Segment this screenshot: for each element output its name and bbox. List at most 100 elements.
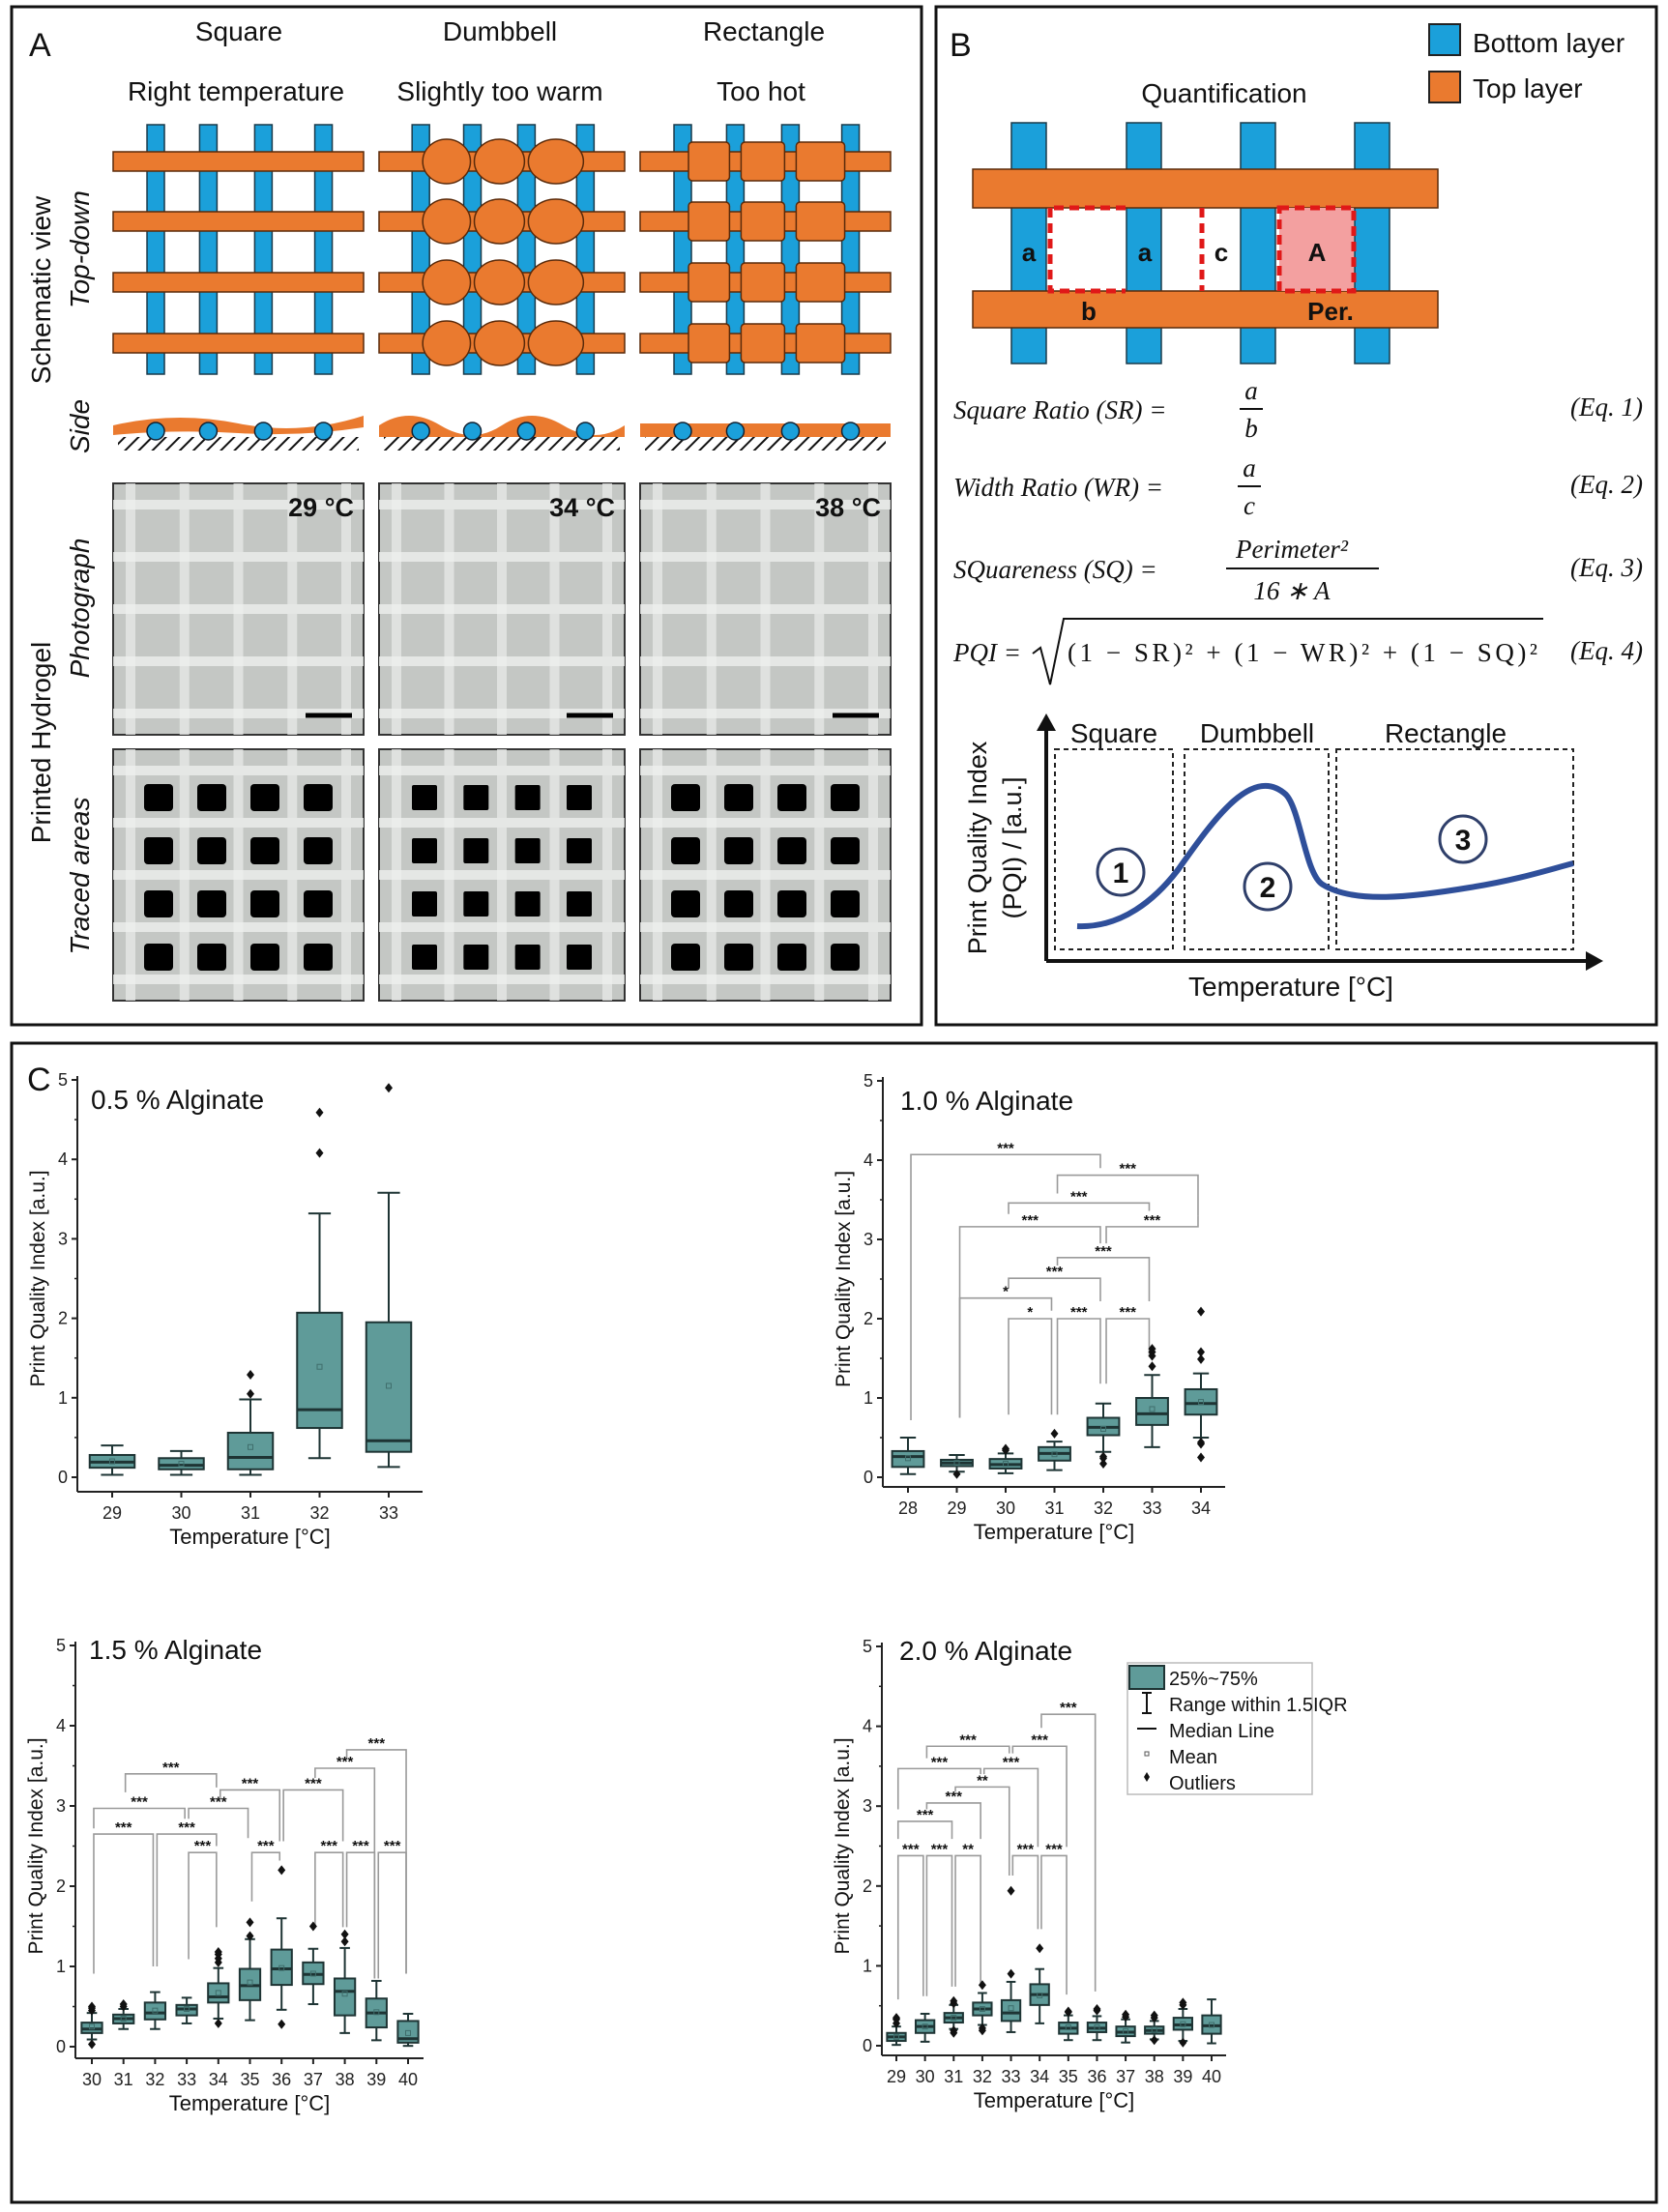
outlier-point	[1050, 1428, 1059, 1439]
mean-marker	[1065, 2024, 1071, 2031]
mean-marker	[309, 1970, 316, 1977]
box-29	[886, 2013, 907, 2047]
equation-2-numerator: a	[1243, 453, 1256, 482]
legend-swatch-top-layer	[1428, 71, 1461, 103]
outlier-point	[214, 1947, 222, 1958]
x-tick-label: 30	[996, 1499, 1015, 1518]
row-label-top-down: Top-down	[65, 190, 95, 308]
temperature-label-34: 34 °C	[549, 493, 615, 522]
equation-1-numerator: a	[1244, 376, 1258, 405]
mean-marker	[248, 1443, 253, 1450]
top-layer-side	[113, 416, 364, 435]
outlier-point	[340, 1936, 349, 1947]
significance-label: ***	[1119, 1161, 1136, 1178]
x-tick-label: 30	[916, 2067, 935, 2086]
mean-marker	[120, 2015, 127, 2022]
outlier-point	[1002, 1443, 1010, 1454]
significance-label: ***	[131, 1793, 148, 1810]
traced-pore	[777, 784, 806, 811]
photograph	[378, 482, 626, 736]
region-square-label: Square	[1070, 718, 1157, 748]
mean-marker	[109, 1458, 115, 1465]
box-30	[988, 1443, 1023, 1474]
box-30	[80, 2001, 103, 2050]
significance-bracket	[1056, 1318, 1101, 1415]
significance-bracket	[925, 1745, 1010, 1759]
bottom-layer-cross-section	[840, 422, 861, 441]
traced-pore	[144, 784, 173, 811]
x-tick-label: 29	[947, 1499, 966, 1518]
panel-a-frame	[10, 5, 923, 1027]
region-number-1: 1	[1113, 858, 1129, 889]
significance-label: ***	[178, 1819, 195, 1836]
mean-marker	[316, 1363, 323, 1370]
label-area: A	[1308, 238, 1327, 267]
top-layer-bulge	[473, 138, 526, 185]
x-tick-label: 31	[1044, 1499, 1064, 1518]
x-tick-label: 29	[102, 1503, 122, 1523]
equation-4-radicand: (1 − SR)² + (1 − WR)² + (1 − SQ)²	[1068, 638, 1537, 667]
traced-pore	[567, 838, 592, 863]
box-39	[365, 1979, 388, 2042]
traced-pore	[463, 945, 489, 970]
significance-label: ***	[337, 1754, 354, 1770]
legend-label-bottom-layer: Bottom layer	[1473, 28, 1624, 58]
y-tick-label: 0	[58, 1468, 68, 1487]
box-38	[1144, 2010, 1165, 2046]
outlier-point	[340, 1929, 349, 1939]
legend-item-label: Median Line	[1169, 1721, 1274, 1742]
outlier-point	[1099, 1459, 1107, 1470]
bottom-layer-strand	[146, 124, 165, 375]
y-tick-label: 1	[56, 1957, 66, 1976]
y-tick-label: 1	[863, 1388, 873, 1408]
traced-pore	[304, 784, 333, 811]
column-shape-dumbbell: Dumbbell	[443, 16, 557, 46]
schematic-side-view	[379, 416, 625, 451]
label-a-1: a	[1022, 238, 1037, 267]
mean-marker	[278, 1965, 285, 1971]
outlier-point	[278, 2019, 286, 2029]
equation-3: SQuareness (SQ) = Perimeter² 16 ∗ A (Eq.…	[953, 535, 1643, 605]
legend-item-label: 25%~75%	[1169, 1669, 1258, 1690]
significance-label: ***	[931, 1841, 949, 1857]
significance-bracket	[954, 1854, 981, 1987]
traced-pore	[197, 944, 226, 971]
outlier-point	[1093, 2004, 1101, 2015]
top-layer-strand	[972, 168, 1439, 209]
bottom-layer-strand	[313, 124, 334, 375]
row-label-side: Side	[65, 399, 95, 453]
box-37	[1115, 2009, 1136, 2044]
outlier-point	[1197, 1437, 1205, 1447]
top-layer-bulge	[473, 259, 526, 306]
traced-pore	[724, 944, 753, 971]
label-perimeter: Per.	[1307, 297, 1354, 326]
outlier-point	[950, 1995, 958, 2006]
outlier-point	[1197, 1353, 1205, 1364]
panel-b-frame	[934, 5, 1658, 1027]
pqi-ylabel-line1: Print Quality Index	[963, 741, 992, 954]
y-tick-label: 3	[863, 1230, 873, 1249]
y-tick-label: 5	[863, 1637, 872, 1656]
bottom-layer-cross-section	[146, 422, 165, 441]
traced-pore	[412, 785, 437, 810]
iqr-box	[365, 1321, 413, 1453]
box-29	[88, 1444, 136, 1476]
chart-title: 1.0 % Alginate	[900, 1086, 1073, 1116]
schematic-top-down-square	[112, 124, 365, 375]
box-34	[1029, 1943, 1050, 2024]
significance-bracket	[925, 1854, 953, 1996]
traced-pore	[412, 945, 437, 970]
significance-label: ***	[305, 1775, 322, 1791]
box-37	[302, 1921, 325, 2006]
panel-a: A Square Dumbbell Rectangle Right temper…	[26, 16, 892, 1002]
significance-bracket	[982, 1767, 1039, 1848]
top-layer-bulge	[422, 320, 472, 366]
box-39	[1172, 1997, 1193, 2048]
y-tick-label: 2	[863, 1877, 872, 1896]
significance-label: ***	[1045, 1841, 1063, 1857]
box-33	[1000, 1885, 1022, 2033]
iqr-box	[1184, 1387, 1218, 1416]
bottom-layer-cross-section	[313, 422, 334, 441]
significance-label: **	[977, 1772, 988, 1789]
x-tick-label: 36	[272, 2070, 291, 2089]
